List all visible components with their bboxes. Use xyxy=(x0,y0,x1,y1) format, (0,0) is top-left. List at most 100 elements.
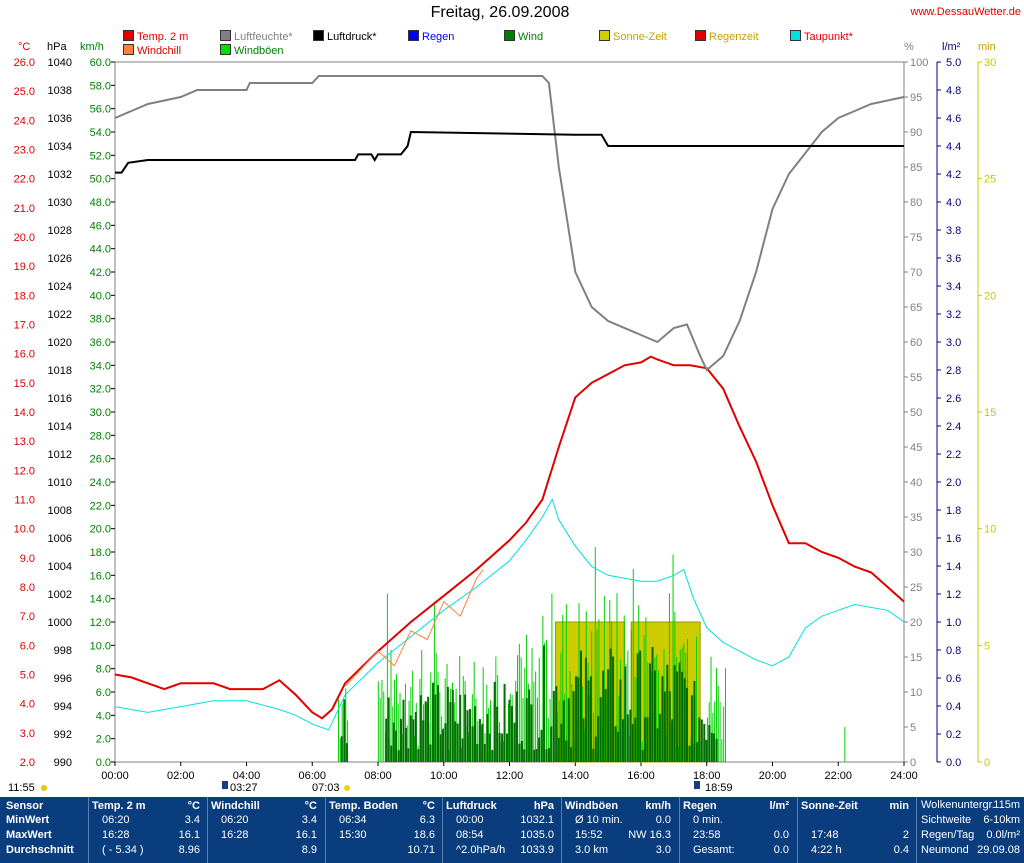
footer-row: 06:20 3.4 xyxy=(102,814,200,826)
pressure-tick-label: 1020 xyxy=(48,337,72,349)
footer-row: 4:22 h 0.4 xyxy=(811,844,909,856)
footer-row: ^2.0hPa/h 1033.9 xyxy=(456,844,554,856)
legend-item: Luftdruck* xyxy=(313,30,377,43)
rain-tick-label: 1.6 xyxy=(946,533,961,545)
footer-row xyxy=(801,814,913,829)
footer-windchill-col: Windchill °C 06:20 3.4 16:28 16.1 8.9 xyxy=(211,800,321,862)
humidity-tick-label: 65 xyxy=(910,302,922,314)
footer-row: 15:30 18.6 xyxy=(339,829,435,841)
legend-swatch xyxy=(790,30,801,41)
wind-tick-label: 2.0 xyxy=(96,734,111,746)
legend-label: Windböen xyxy=(234,45,284,57)
sun-tick-label: 5 xyxy=(984,640,990,652)
pressure-tick-label: 1000 xyxy=(48,617,72,629)
sun-axis-unit: min xyxy=(978,41,996,53)
legend-item: Regenzeit xyxy=(695,30,759,43)
chart-title: Freitag, 26.09.2008 xyxy=(430,4,570,21)
pressure-tick-label: 1006 xyxy=(48,533,72,545)
pressure-tick-label: 1024 xyxy=(48,281,72,293)
time-tick-label: 22:00 xyxy=(824,770,852,782)
temp-tick-label: 12.0 xyxy=(14,465,35,477)
time-tick-label: 18:00 xyxy=(693,770,721,782)
humidity-axis-unit: % xyxy=(904,41,914,53)
humidity-tick-label: 85 xyxy=(910,162,922,174)
humidity-tick-label: 35 xyxy=(910,512,922,524)
footer-row: 8.9 xyxy=(301,844,317,856)
legend-swatch xyxy=(123,30,134,41)
wind-tick-label: 36.0 xyxy=(90,337,111,349)
humidity-tick-label: 60 xyxy=(910,337,922,349)
moonrise-icon xyxy=(222,781,228,789)
footer-row: 15:52 NW 16.3 xyxy=(575,829,671,841)
rain-tick-label: 3.4 xyxy=(946,281,961,293)
pressure-tick-label: 1030 xyxy=(48,197,72,209)
time-tick-label: 20:00 xyxy=(759,770,787,782)
rain-tick-label: 4.6 xyxy=(946,113,961,125)
footer-regen-col: Regen l/m² 0 min. 23:58 0.0 Gesamt: 0.0 xyxy=(683,800,793,862)
legend-label: Luftdruck* xyxy=(327,31,377,43)
wind-tick-label: 10.0 xyxy=(90,640,111,652)
rain-tick-label: 2.8 xyxy=(946,365,961,377)
footer-temp-col: Temp. 2 m °C 06:20 3.4 16:28 16.1 ( - 5.34 ) 8.… xyxy=(92,800,204,862)
humidity-tick-label: 50 xyxy=(910,407,922,419)
footer-row: 08:54 1035.0 xyxy=(456,829,554,841)
rain-tick-label: 4.4 xyxy=(946,141,961,153)
rain-tick-label: 2.0 xyxy=(946,477,961,489)
pressure-tick-label: 992 xyxy=(54,729,72,741)
sun-tick-label: 20 xyxy=(984,290,996,302)
rain-axis-unit: l/m² xyxy=(942,41,961,53)
temp-tick-label: 11.0 xyxy=(14,495,35,507)
pressure-tick-label: 1004 xyxy=(48,561,72,573)
series-line xyxy=(114,75,905,372)
time-tick-label: 06:00 xyxy=(298,770,326,782)
humidity-tick-label: 90 xyxy=(910,127,922,139)
wind-tick-label: 26.0 xyxy=(90,454,111,466)
time-tick-label: 02:00 xyxy=(167,770,195,782)
footer-extra-row: Neumond 29.09.08 xyxy=(921,844,1020,856)
pressure-axis-unit: hPa xyxy=(47,41,67,53)
temp-tick-label: 5.0 xyxy=(20,670,35,682)
wind-tick-label: 58.0 xyxy=(90,80,111,92)
time-tick-label: 10:00 xyxy=(430,770,458,782)
legend-label: Sonne-Zeit xyxy=(613,31,667,43)
footer-row: 23:58 0.0 xyxy=(693,829,789,841)
humidity-tick-label: 25 xyxy=(910,582,922,594)
legend-label: Luftfeuchte* xyxy=(234,31,293,43)
legend-label: Temp. 2 m xyxy=(137,31,189,43)
temp-tick-label: 21.0 xyxy=(14,203,35,215)
moonrise-label: 03:27 xyxy=(230,782,258,794)
footer-sensor-col: Sensor MinWert MaxWert Durchschnitt xyxy=(6,800,86,862)
rain-tick-label: 0.8 xyxy=(946,645,961,657)
footer-boeen-col: Windböen km/h Ø 10 min. 0.0 15:52 NW 16.3 3.0 … xyxy=(565,800,675,862)
pressure-tick-label: 994 xyxy=(54,701,72,713)
pressure-tick-label: 1026 xyxy=(48,253,72,265)
time-tick-label: 00:00 xyxy=(101,770,129,782)
footer-min-label: MinWert xyxy=(6,814,50,826)
wind-tick-label: 32.0 xyxy=(90,384,111,396)
footer-row: 06:20 3.4 xyxy=(221,814,317,826)
humidity-tick-label: 30 xyxy=(910,547,922,559)
time-tick-label: 24:00 xyxy=(890,770,918,782)
temp-tick-label: 8.0 xyxy=(20,582,35,594)
wind-tick-label: 24.0 xyxy=(90,477,111,489)
footer-sensor-head: Sensor xyxy=(6,800,44,812)
rain-tick-label: 0.0 xyxy=(946,757,961,769)
humidity-tick-label: 10 xyxy=(910,687,922,699)
time-tick-label: 08:00 xyxy=(364,770,392,782)
statistics-table: Sensor MinWert MaxWert Durchschnitt Temp… xyxy=(0,797,1024,863)
footer-row: 0 min. xyxy=(693,814,723,826)
moonset-label: 11:55 xyxy=(8,782,35,794)
sun-tick-label: 15 xyxy=(984,407,996,419)
rain-tick-label: 0.6 xyxy=(946,673,961,685)
legend-swatch xyxy=(408,30,419,41)
footer-extra-row: Regen/Tag 0.0l/m² xyxy=(921,829,1020,841)
footer-row: 16:28 16.1 xyxy=(221,829,317,841)
temp-tick-label: 15.0 xyxy=(14,378,35,390)
rain-tick-label: 2.2 xyxy=(946,449,961,461)
site-link[interactable]: www.DessauWetter.de xyxy=(910,6,1021,18)
weather-chart: °C hPa km/h 2.0 3.0 4.0 5.0 6.0 7.0 8.0 9.0 10.0 11.… xyxy=(8,41,996,794)
humidity-tick-label: 95 xyxy=(910,92,922,104)
pressure-tick-label: 990 xyxy=(54,757,72,769)
footer-col-head: Luftdruck hPa xyxy=(446,800,554,812)
pressure-tick-label: 1008 xyxy=(48,505,72,517)
